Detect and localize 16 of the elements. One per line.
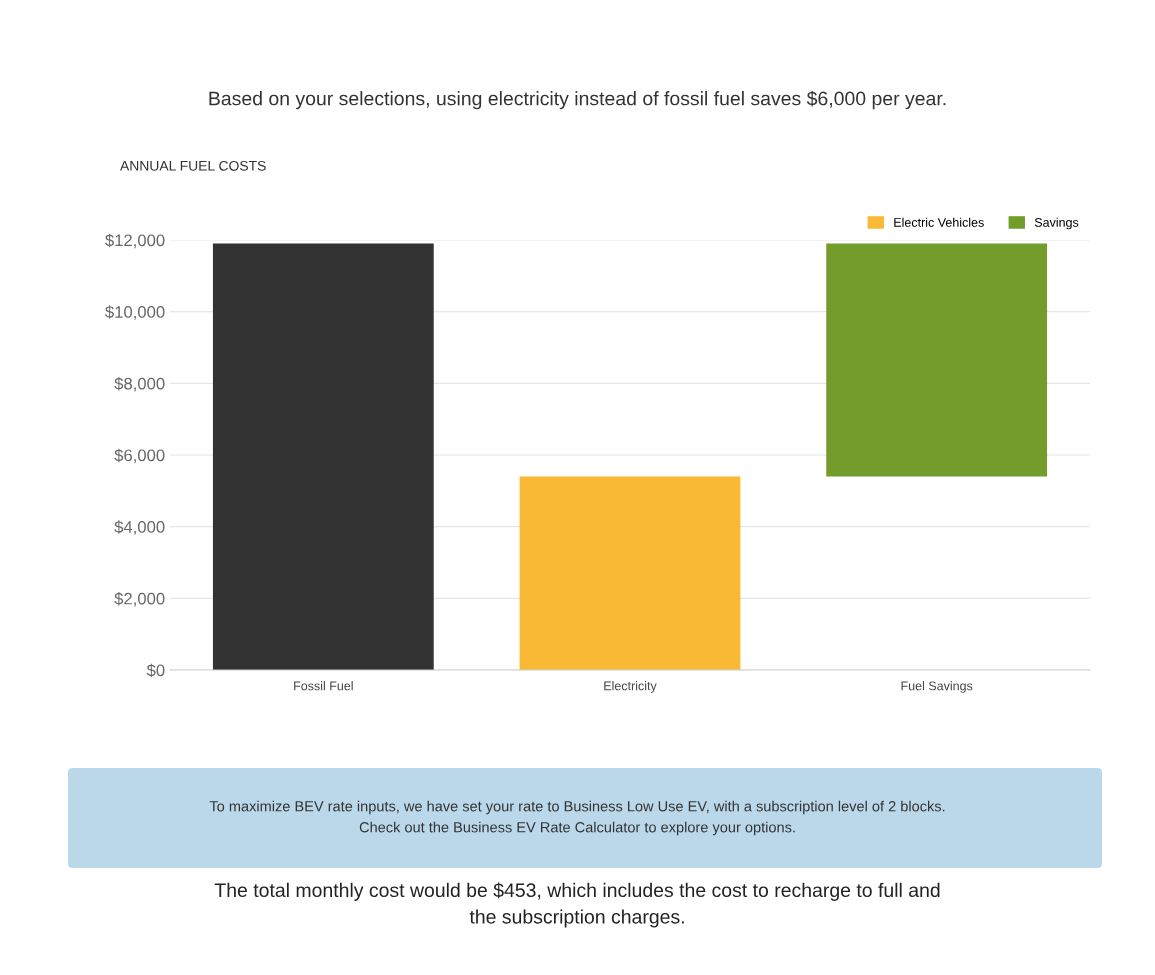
chart-subtitle: ANNUAL FUEL COSTS [120,160,266,171]
legend-label: Savings [1034,217,1079,230]
y-tick-label: $2,000 [114,592,165,607]
y-tick-label: $0 [146,663,165,678]
y-tick-label: $4,000 [114,520,165,535]
legend-label: Electric Vehicles [894,217,984,227]
x-tick-label: Fossil Fuel [294,681,353,691]
y-tick-label: $10,000 [105,305,165,320]
x-tick-label: Fuel Savings [901,681,973,693]
text: The total monthly cost would be $453, which includes the cost to recharge to full and the subscription charges. [214,882,940,928]
chart-title: Based on your selections, using electricity instead of fossil fuel saves $6,000 per year. [209,90,946,110]
text: To maximize BEV rate inputs, we have set your rate to Business Low Use EV, with a subscription level of 2 blocks. Check out the Business EV Rate Calculator to explore your options. [209,800,945,836]
x-tick-label: Electricity [604,681,657,693]
y-tick-label: $12,000 [105,233,165,249]
y-tick-label: $8,000 [114,377,165,392]
y-tick-label: $6,000 [114,448,165,464]
